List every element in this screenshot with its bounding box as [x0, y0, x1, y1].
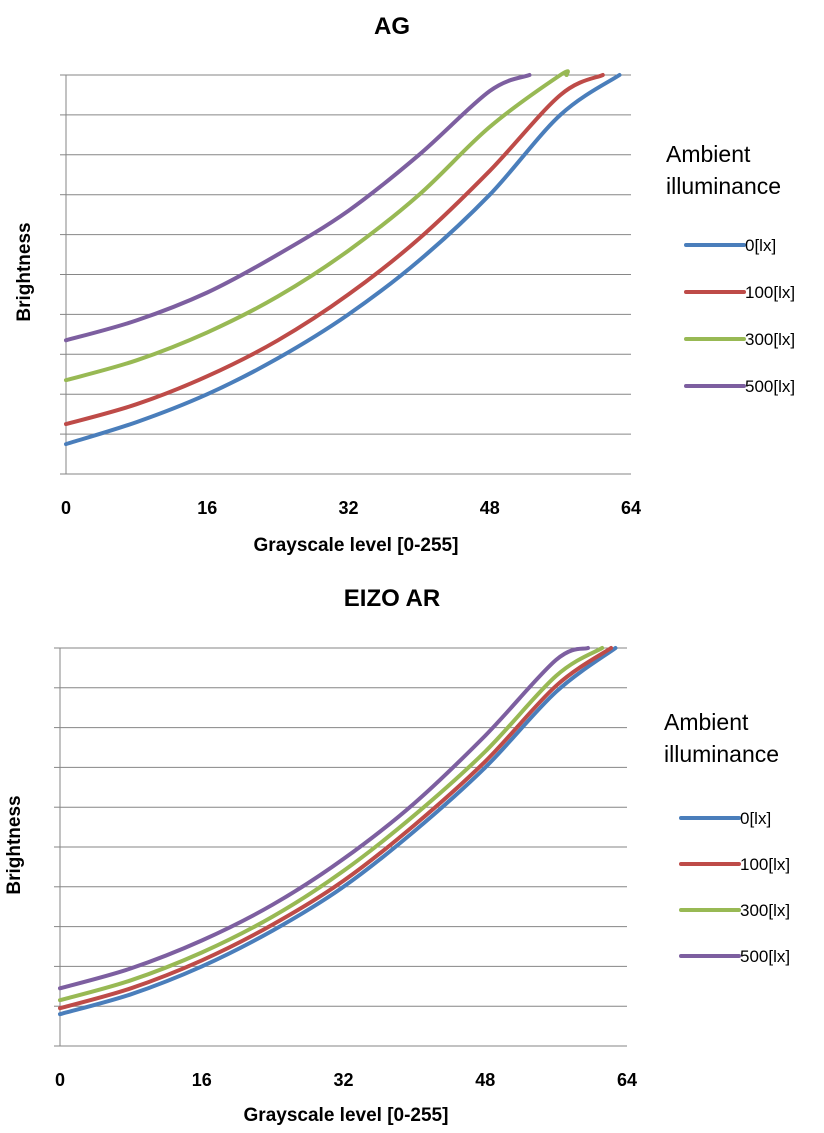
- x-axis-label: Grayscale level [0-255]: [254, 535, 459, 556]
- series-line-4: [64, 73, 532, 343]
- legend-label: 0[lx]: [745, 236, 776, 255]
- series-line-2: [58, 646, 614, 1011]
- legend-label: 500[lx]: [740, 947, 790, 966]
- y-axis-label: Brightness: [14, 222, 35, 321]
- x-tick-label: 64: [617, 1070, 637, 1090]
- x-tick-label: 32: [338, 498, 358, 518]
- chart-title: AG: [374, 13, 410, 40]
- legend-label: 300[lx]: [745, 330, 795, 349]
- series-line-1: [64, 73, 622, 447]
- x-tick-label: 0: [55, 1070, 65, 1090]
- legend-label: 0[lx]: [740, 809, 771, 828]
- x-axis-label: Grayscale level [0-255]: [244, 1105, 449, 1126]
- legend-title-line2: illuminance: [666, 173, 781, 199]
- chart-2: EIZO AR 0 16 32 48 64 Grayscale level [0-255] B…: [4, 585, 790, 1126]
- chart-title: EIZO AR: [344, 585, 440, 612]
- series-line-3: [58, 646, 605, 1003]
- series-line-2: [64, 73, 605, 427]
- x-tick-label: 64: [621, 498, 641, 518]
- x-tick-label: 16: [192, 1070, 212, 1090]
- series-line-1: [58, 646, 618, 1017]
- y-axis-label: Brightness: [4, 795, 25, 894]
- chart-1: AG 0 16 32 48 64 Grayscale level [0-255] Bright…: [14, 13, 795, 556]
- series-line-4: [58, 646, 590, 991]
- legend-title: Ambient: [666, 141, 751, 167]
- series-line-3: [64, 69, 570, 383]
- x-tick-label: 48: [475, 1070, 495, 1090]
- legend-label: 500[lx]: [745, 377, 795, 396]
- legend-label: 100[lx]: [740, 855, 790, 874]
- x-tick-label: 32: [333, 1070, 353, 1090]
- x-tick-label: 0: [61, 498, 71, 518]
- x-tick-label: 48: [480, 498, 500, 518]
- x-tick-label: 16: [197, 498, 217, 518]
- legend-label: 300[lx]: [740, 901, 790, 920]
- legend-title-line2: illuminance: [664, 741, 779, 767]
- legend-title: Ambient: [664, 709, 749, 735]
- legend-label: 100[lx]: [745, 283, 795, 302]
